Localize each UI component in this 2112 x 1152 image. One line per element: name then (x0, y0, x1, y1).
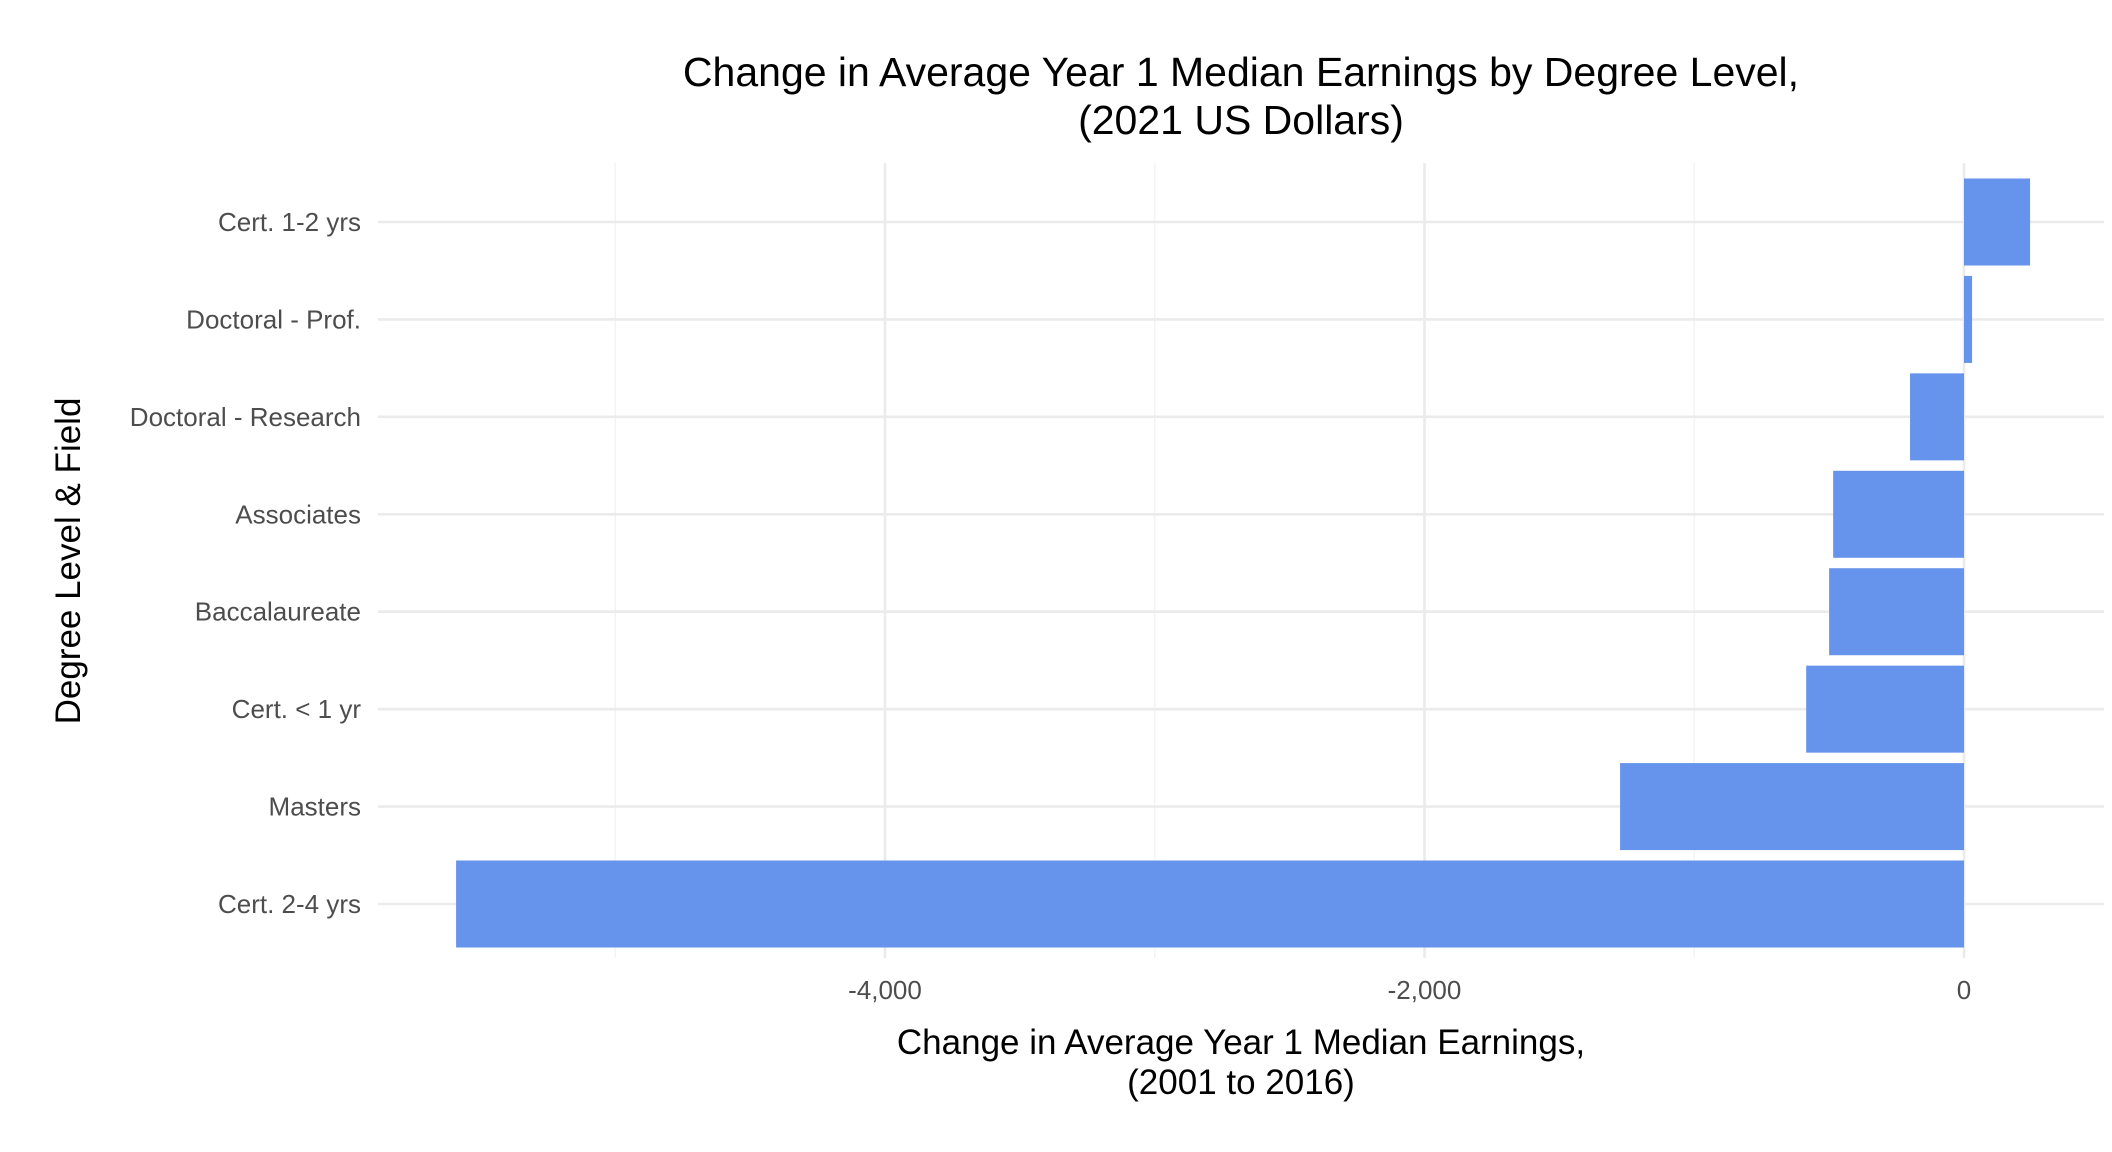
x-tick-label: 0 (1957, 975, 1971, 1005)
y-tick-label: Doctoral - Prof. (186, 304, 361, 334)
x-axis-title-line2: (2001 to 2016) (1127, 1063, 1355, 1102)
y-tick-label: Associates (235, 499, 361, 529)
chart-title: Change in Average Year 1 Median Earnings… (683, 49, 1799, 95)
bar-masters (1620, 763, 1964, 851)
y-tick-label: Baccalaureate (195, 597, 361, 627)
y-tick-label: Cert. 2-4 yrs (218, 889, 361, 919)
y-axis-tick-labels: Cert. 1-2 yrs Doctoral - Prof. Doctoral - … (130, 207, 362, 919)
bar-doctoral-prof (1964, 275, 1973, 363)
x-tick-label: -4,000 (848, 975, 922, 1005)
chart-subtitle: (2021 US Dollars) (1078, 97, 1404, 143)
bar-doctoral-research (1910, 373, 1964, 461)
x-axis-title: Change in Average Year 1 Median Earnings… (897, 1023, 1585, 1062)
y-tick-label: Cert. < 1 yr (232, 694, 362, 724)
bar-baccalaureate (1829, 568, 1964, 656)
y-tick-label: Doctoral - Research (130, 402, 361, 432)
bars (456, 178, 2031, 948)
bar-cert-1-2-yrs (1964, 178, 2031, 266)
x-tick-label: -2,000 (1388, 975, 1462, 1005)
y-tick-label: Cert. 1-2 yrs (218, 207, 361, 237)
bar-cert-2-4-yrs (456, 860, 1964, 948)
y-axis-title: Degree Level & Field (49, 398, 88, 725)
bar-associates (1833, 470, 1964, 558)
x-axis-tick-labels: -4,000 -2,000 0 (848, 975, 1971, 1005)
y-tick-label: Masters (269, 792, 361, 822)
bar-cert-1-yr (1806, 665, 1964, 753)
